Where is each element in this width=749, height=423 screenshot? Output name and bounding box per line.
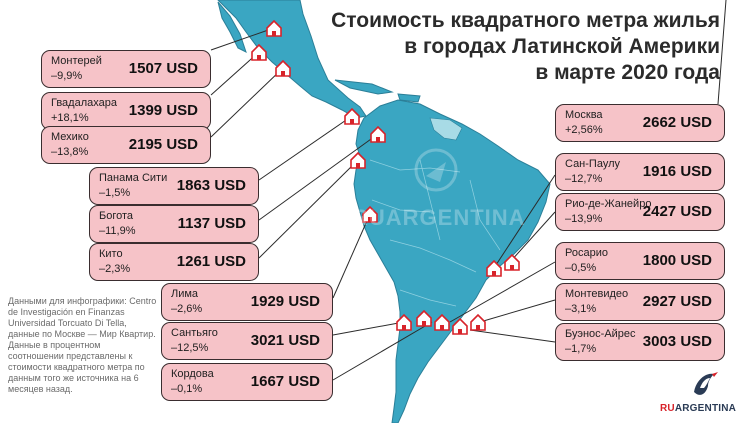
house-icon xyxy=(396,313,412,331)
page-title: Стоимость квадратного метра жилья в горо… xyxy=(300,8,720,86)
hispaniola-shape xyxy=(397,93,421,103)
city-name: Богота xyxy=(99,210,134,222)
title-line-2: в городах Латинской Америки xyxy=(404,35,720,58)
city-change: –1,5% xyxy=(99,187,131,199)
house-icon xyxy=(504,253,520,271)
city-change: –2,6% xyxy=(171,303,203,315)
city-card-cordoba: Кордова –0,1% 1667 USD xyxy=(161,363,333,401)
house-icon xyxy=(350,151,366,169)
city-change: –2,3% xyxy=(99,263,131,275)
city-price: 3021 USD xyxy=(250,332,320,349)
city-name: Мехико xyxy=(51,131,89,143)
city-price: 1863 USD xyxy=(176,177,246,194)
city-card-montevideo: Монтевидео –3,1% 2927 USD xyxy=(555,283,725,321)
ruargentina-bird-logo xyxy=(694,372,718,395)
city-price: 2427 USD xyxy=(642,203,712,220)
city-change: –9,9% xyxy=(51,70,83,82)
house-icon xyxy=(266,19,282,37)
city-name: Буэнос-Айрес xyxy=(565,328,636,340)
ruargentina-logo-text: RUARGENTINA xyxy=(660,403,736,414)
city-price: 1137 USD xyxy=(177,215,246,232)
city-card-quito: Кито –2,3% 1261 USD xyxy=(89,243,259,281)
city-name: Росарио xyxy=(565,247,608,259)
baja-peninsula-shape xyxy=(217,1,247,53)
mexico-central-america-shape xyxy=(217,0,367,119)
city-change: –13,8% xyxy=(51,146,89,158)
title-line-3: в марте 2020 года xyxy=(535,61,720,84)
country-borders xyxy=(369,159,501,307)
city-card-santiago: Сантьяго –12,5% 3021 USD xyxy=(161,322,333,360)
city-card-monterrey: Монтерей –9,9% 1507 USD xyxy=(41,50,211,88)
city-name: Сантьяго xyxy=(171,327,218,339)
city-card-buenos-aires: Буэнос-Айрес –1,7% 3003 USD xyxy=(555,323,725,361)
city-price: 2927 USD xyxy=(642,293,712,310)
house-markers xyxy=(251,19,520,335)
city-name: Монтевидео xyxy=(565,288,629,300)
city-change: –12,5% xyxy=(171,342,209,354)
city-card-rosario: Росарио –0,5% 1800 USD xyxy=(555,242,725,280)
city-change: –12,7% xyxy=(565,173,603,185)
city-card-mexico: Мехико –13,8% 2195 USD xyxy=(41,126,211,164)
city-price: 1929 USD xyxy=(250,293,320,310)
city-card-bogota: Богота –11,9% 1137 USD xyxy=(89,205,259,243)
guiana-region-shape xyxy=(429,117,463,141)
city-card-panama: Панама Сити –1,5% 1863 USD xyxy=(89,167,259,205)
city-name: Кордова xyxy=(171,368,214,380)
city-change: –11,9% xyxy=(99,225,136,237)
connector-lines xyxy=(210,0,727,381)
city-price: 1399 USD xyxy=(128,102,198,119)
house-icon xyxy=(486,259,502,277)
city-card-moscow: Москва +2,56% 2662 USD xyxy=(555,104,725,142)
house-icon xyxy=(362,205,378,223)
south-america-shape xyxy=(353,99,551,423)
house-icon xyxy=(275,59,291,77)
city-change: +18,1% xyxy=(51,112,89,124)
city-name: Монтерей xyxy=(51,55,102,67)
city-change: –0,5% xyxy=(565,262,597,274)
city-price: 1916 USD xyxy=(642,163,712,180)
house-icon xyxy=(434,313,450,331)
city-name: Кито xyxy=(99,248,123,260)
city-change: –1,7% xyxy=(565,343,597,355)
city-card-sao-paulo: Сан-Паулу –12,7% 1916 USD xyxy=(555,153,725,191)
title-line-1: Стоимость квадратного метра жилья xyxy=(331,9,720,32)
city-price: 1800 USD xyxy=(642,252,712,269)
house-icon xyxy=(251,43,267,61)
logo-argentina: ARGENTINA xyxy=(674,403,737,414)
logo-ru: RU xyxy=(660,403,675,414)
house-icon xyxy=(344,107,360,125)
city-change: –3,1% xyxy=(565,303,597,315)
city-change: –13,9% xyxy=(565,213,603,225)
source-note: Данными для инфографики: Centro de Inves… xyxy=(8,296,157,394)
house-icon xyxy=(452,317,468,335)
city-price: 1667 USD xyxy=(250,373,320,390)
watermark-text: RUARGENTINA xyxy=(352,205,526,230)
city-name: Лима xyxy=(171,288,199,300)
city-change: –0,1% xyxy=(171,383,203,395)
city-name: Сан-Паулу xyxy=(565,158,620,170)
house-icon xyxy=(470,313,486,331)
city-price: 3003 USD xyxy=(642,333,712,350)
city-name: Панама Сити xyxy=(99,172,168,184)
city-name: Гвадалахара xyxy=(51,97,117,109)
city-name: Москва xyxy=(565,109,603,121)
city-price: 1507 USD xyxy=(128,60,198,77)
city-card-guadalajara: Гвадалахара +18,1% 1399 USD xyxy=(41,92,211,130)
house-icon xyxy=(370,125,386,143)
city-change: +2,56% xyxy=(565,124,603,136)
city-card-lima: Лима –2,6% 1929 USD xyxy=(161,283,333,321)
city-card-rio: Рио-де-Жанейро –13,9% 2427 USD xyxy=(555,193,725,231)
watermark-bird-logo xyxy=(414,148,458,192)
city-name: Рио-де-Жанейро xyxy=(565,198,652,210)
cuba-shape xyxy=(334,79,394,95)
house-icon xyxy=(416,309,432,327)
city-price: 1261 USD xyxy=(176,253,246,270)
city-price: 2195 USD xyxy=(128,136,198,153)
city-price: 2662 USD xyxy=(642,114,712,131)
